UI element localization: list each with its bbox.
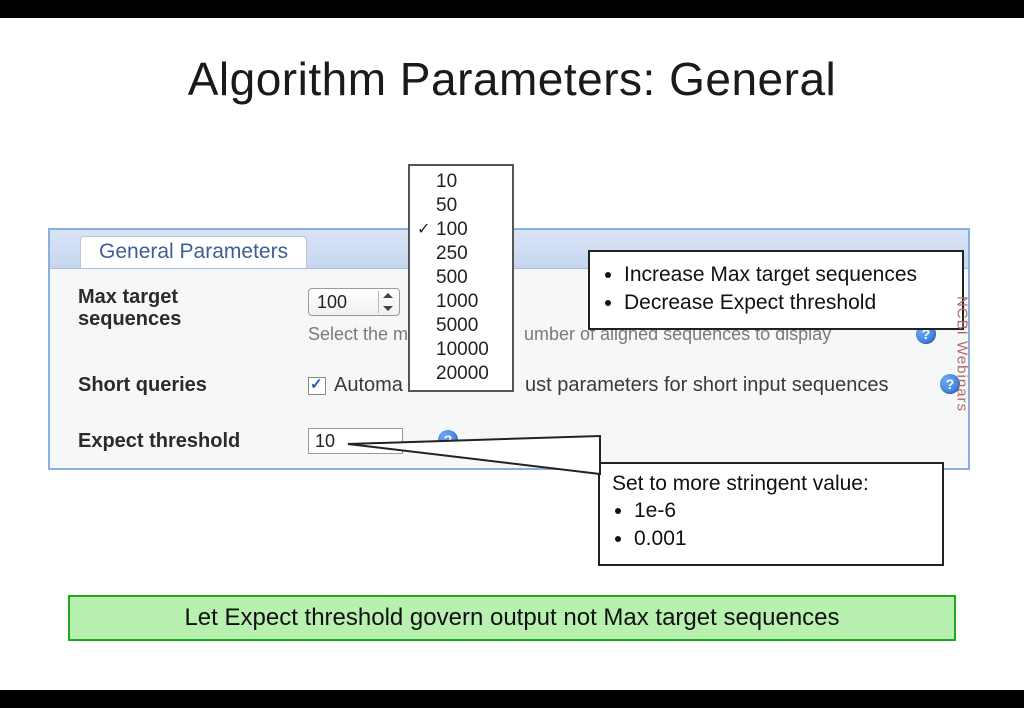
conclusion-box: Let Expect threshold govern output not M… [68, 595, 956, 641]
letterbox-top [0, 0, 1024, 18]
slide-title: Algorithm Parameters: General [0, 52, 1024, 106]
dropdown-option[interactable]: ✓100 [410, 218, 512, 242]
callout-expect-list: 1e-60.001 [612, 498, 930, 552]
short-queries-text-left: Automa [334, 374, 403, 397]
dropdown-option[interactable]: 5000 [410, 314, 512, 338]
dropdown-option[interactable]: 10000 [410, 338, 512, 362]
letterbox-bottom [0, 690, 1024, 708]
callout-item: 1e-6 [634, 498, 930, 524]
checkbox-icon [308, 377, 326, 395]
label-expect-threshold: Expect threshold [78, 430, 240, 452]
dropdown-option[interactable]: 10 [410, 170, 512, 194]
watermark-text: NCBI Webinars [953, 296, 970, 412]
callout-tips-list: Increase Max target sequencesDecrease Ex… [602, 262, 950, 316]
callout-expect-lead: Set to more stringent value: [612, 472, 930, 496]
dropdown-option[interactable]: 50 [410, 194, 512, 218]
tab-general-parameters[interactable]: General Parameters [80, 236, 307, 268]
max-target-sequences-dropdown[interactable]: 1050✓100250500100050001000020000 [408, 164, 514, 392]
dropdown-option[interactable]: 250 [410, 242, 512, 266]
label-max-target-sequences: Max target sequences [78, 286, 258, 330]
label-short-queries: Short queries [78, 374, 207, 396]
callout-item: Increase Max target sequences [624, 262, 950, 288]
short-queries-checkbox-wrap[interactable]: Automa [308, 374, 403, 397]
callout-item: Decrease Expect threshold [624, 290, 950, 316]
slide: Algorithm Parameters: General General Pa… [0, 0, 1024, 708]
select-stepper-icon [378, 291, 397, 313]
short-queries-text-right: ust parameters for short input sequences [525, 374, 889, 397]
hint-max-target-left: Select the m [308, 324, 408, 345]
check-icon: ✓ [417, 218, 430, 242]
dropdown-option[interactable]: 500 [410, 266, 512, 290]
max-target-sequences-select[interactable]: 100 [308, 288, 400, 316]
expect-threshold-input[interactable]: 10 [308, 428, 403, 454]
select-value: 100 [317, 292, 347, 313]
dropdown-option[interactable]: 20000 [410, 362, 512, 386]
callout-tips: Increase Max target sequencesDecrease Ex… [588, 250, 964, 330]
callout-item: 0.001 [634, 526, 930, 552]
callout-expect-values: Set to more stringent value: 1e-60.001 [598, 462, 944, 566]
help-icon[interactable]: ? [438, 430, 458, 450]
dropdown-option[interactable]: 1000 [410, 290, 512, 314]
